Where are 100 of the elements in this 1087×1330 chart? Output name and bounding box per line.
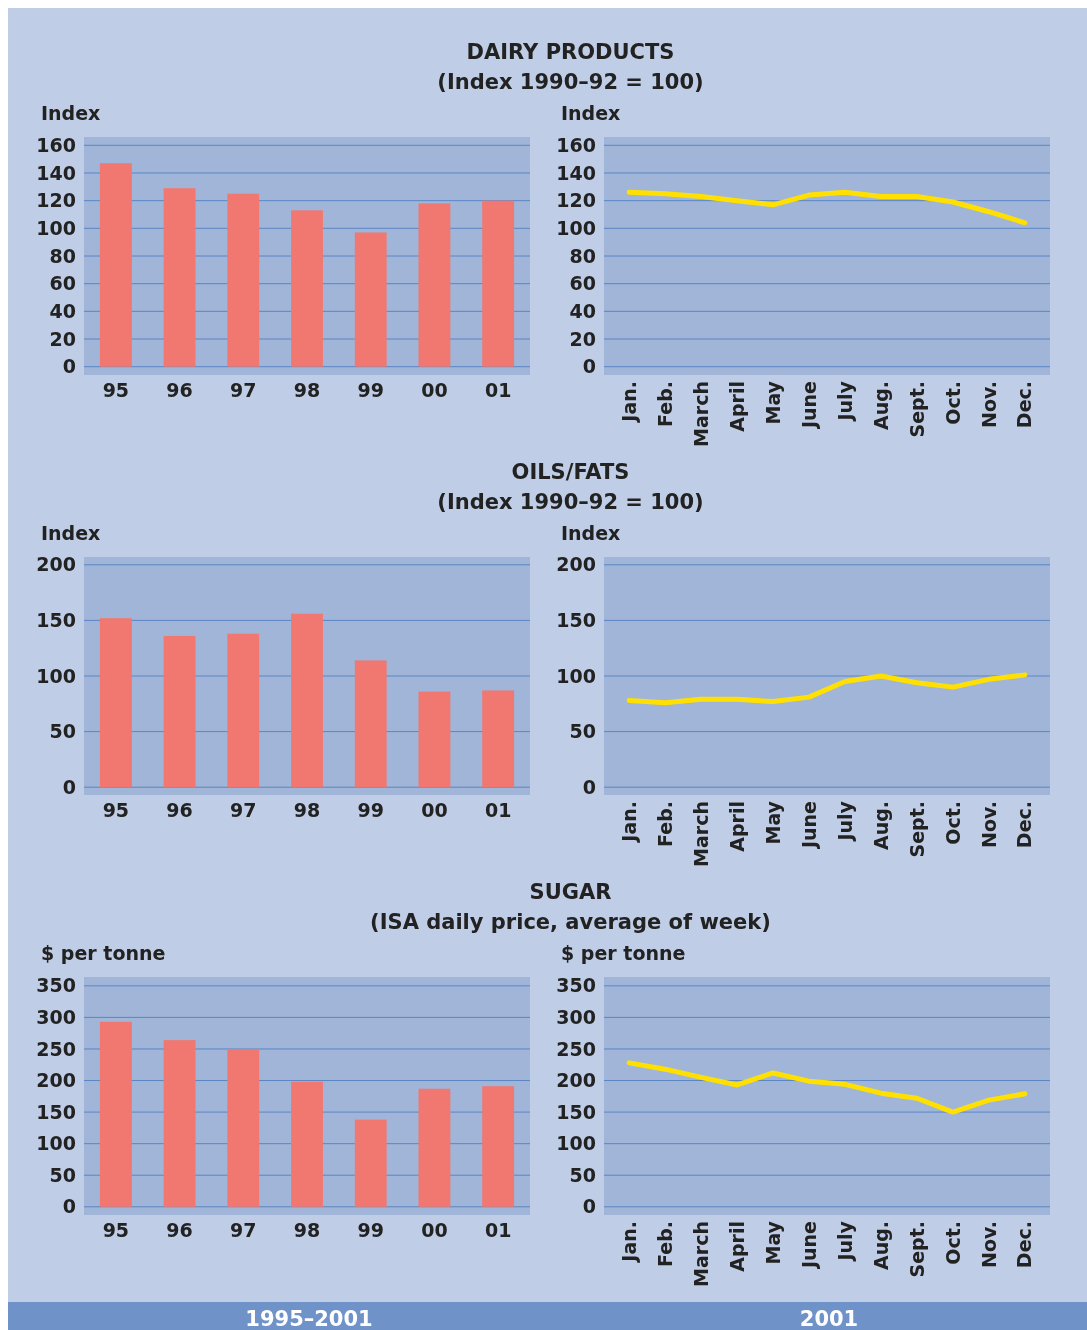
x-tick-label: Dec. <box>1013 801 1036 849</box>
y-axis-title: $ per tonne <box>561 942 686 964</box>
y-axis-title: Index <box>561 102 621 124</box>
bar <box>482 1086 515 1207</box>
x-axis-title: 2001 <box>799 1307 859 1330</box>
chart-title: SUGAR <box>529 880 612 904</box>
y-tick-label: 60 <box>569 272 596 295</box>
bar <box>291 210 323 367</box>
bar <box>291 1081 323 1207</box>
y-tick-label: 0 <box>582 775 596 798</box>
x-tick-label: 99 <box>357 379 384 401</box>
y-tick-label: 250 <box>556 1037 596 1060</box>
y-tick-label: 50 <box>49 720 76 743</box>
y-tick-label: 350 <box>556 974 596 997</box>
y-tick-label: 200 <box>36 553 76 576</box>
y-tick-label: 50 <box>569 1163 596 1186</box>
x-tick-label: Jan. <box>617 381 640 424</box>
x-tick-label: 98 <box>293 379 321 401</box>
x-tick-label: July <box>833 1220 856 1263</box>
x-tick-label: May <box>761 380 784 425</box>
bar <box>482 200 515 367</box>
y-tick-label: 120 <box>556 189 596 212</box>
x-tick-label: March <box>689 1221 712 1287</box>
chart-title: OILS/FATS <box>511 460 630 484</box>
x-tick-label: May <box>761 1220 784 1265</box>
x-tick-label: 99 <box>357 1219 384 1241</box>
x-tick-label: 99 <box>357 799 384 821</box>
x-tick-label: 96 <box>166 799 193 821</box>
x-tick-label: Dec. <box>1013 381 1036 429</box>
x-tick-label: 97 <box>230 799 257 821</box>
x-tick-label: Nov. <box>977 1221 1000 1269</box>
bar <box>227 1048 260 1207</box>
y-tick-label: 200 <box>36 1069 76 1092</box>
x-tick-label: July <box>833 380 856 423</box>
x-tick-label: July <box>833 800 856 843</box>
bar <box>227 193 260 367</box>
x-tick-label: June <box>797 801 820 851</box>
x-tick-label: Jan. <box>617 801 640 844</box>
bar <box>99 163 132 367</box>
y-axis-title: Index <box>41 102 101 124</box>
x-axis-title: 1995–2001 <box>245 1307 373 1330</box>
x-tick-label: Oct. <box>941 1221 964 1265</box>
x-tick-label: 95 <box>102 799 130 821</box>
y-tick-label: 0 <box>62 355 76 378</box>
bar <box>418 1088 451 1207</box>
x-tick-label: 01 <box>484 799 512 821</box>
y-tick-label: 0 <box>582 1195 596 1218</box>
y-tick-label: 300 <box>556 1006 596 1029</box>
x-tick-label: 98 <box>293 1219 321 1241</box>
y-tick-label: 40 <box>49 300 76 322</box>
x-tick-label: Sept. <box>905 801 928 858</box>
x-tick-label: 96 <box>166 379 193 401</box>
y-tick-label: 50 <box>49 1163 76 1186</box>
y-tick-label: 60 <box>49 272 76 295</box>
y-tick-label: 150 <box>36 609 76 632</box>
bar <box>99 1021 132 1207</box>
x-tick-label: 95 <box>102 379 130 401</box>
bar <box>163 1040 196 1207</box>
bar <box>354 1119 387 1207</box>
y-tick-label: 150 <box>556 609 596 632</box>
y-tick-label: 50 <box>569 720 596 743</box>
x-tick-label: 01 <box>484 379 512 401</box>
x-tick-label: April <box>725 1221 748 1272</box>
y-tick-label: 160 <box>556 133 596 156</box>
y-tick-label: 200 <box>556 553 596 576</box>
x-tick-label: 97 <box>230 1219 257 1241</box>
x-tick-label: June <box>797 381 820 431</box>
x-tick-label: Feb. <box>653 381 676 427</box>
y-tick-label: 350 <box>36 974 76 997</box>
x-tick-label: Nov. <box>977 381 1000 429</box>
bar <box>291 613 323 788</box>
y-tick-label: 100 <box>36 216 76 239</box>
x-tick-label: Feb. <box>653 1221 676 1267</box>
x-tick-label: Oct. <box>941 381 964 425</box>
x-tick-label: 95 <box>102 1219 130 1241</box>
chart-subtitle: (Index 1990–92 = 100) <box>437 70 704 94</box>
x-tick-label: April <box>725 381 748 432</box>
y-tick-label: 80 <box>49 244 76 267</box>
bar <box>99 618 132 788</box>
x-tick-label: Sept. <box>905 381 928 438</box>
bar <box>227 633 260 788</box>
chart-title: DAIRY PRODUCTS <box>466 40 675 64</box>
x-tick-label: April <box>725 801 748 852</box>
y-tick-label: 160 <box>36 133 76 156</box>
y-tick-label: 20 <box>569 327 596 350</box>
x-tick-label: Oct. <box>941 801 964 845</box>
y-tick-label: 40 <box>569 300 596 322</box>
bar <box>418 203 451 367</box>
chart-subtitle: (ISA daily price, average of week) <box>370 910 771 934</box>
x-tick-label: Aug. <box>869 1221 892 1271</box>
y-tick-label: 0 <box>582 355 596 378</box>
x-tick-label: Aug. <box>869 801 892 851</box>
x-tick-label: Dec. <box>1013 1221 1036 1269</box>
y-tick-label: 200 <box>556 1069 596 1092</box>
x-tick-label: Jan. <box>617 1221 640 1264</box>
y-tick-label: 100 <box>556 1132 596 1155</box>
x-tick-label: June <box>797 1221 820 1271</box>
x-tick-label: 00 <box>421 379 448 401</box>
x-tick-label: Nov. <box>977 801 1000 849</box>
y-tick-label: 20 <box>49 327 76 350</box>
